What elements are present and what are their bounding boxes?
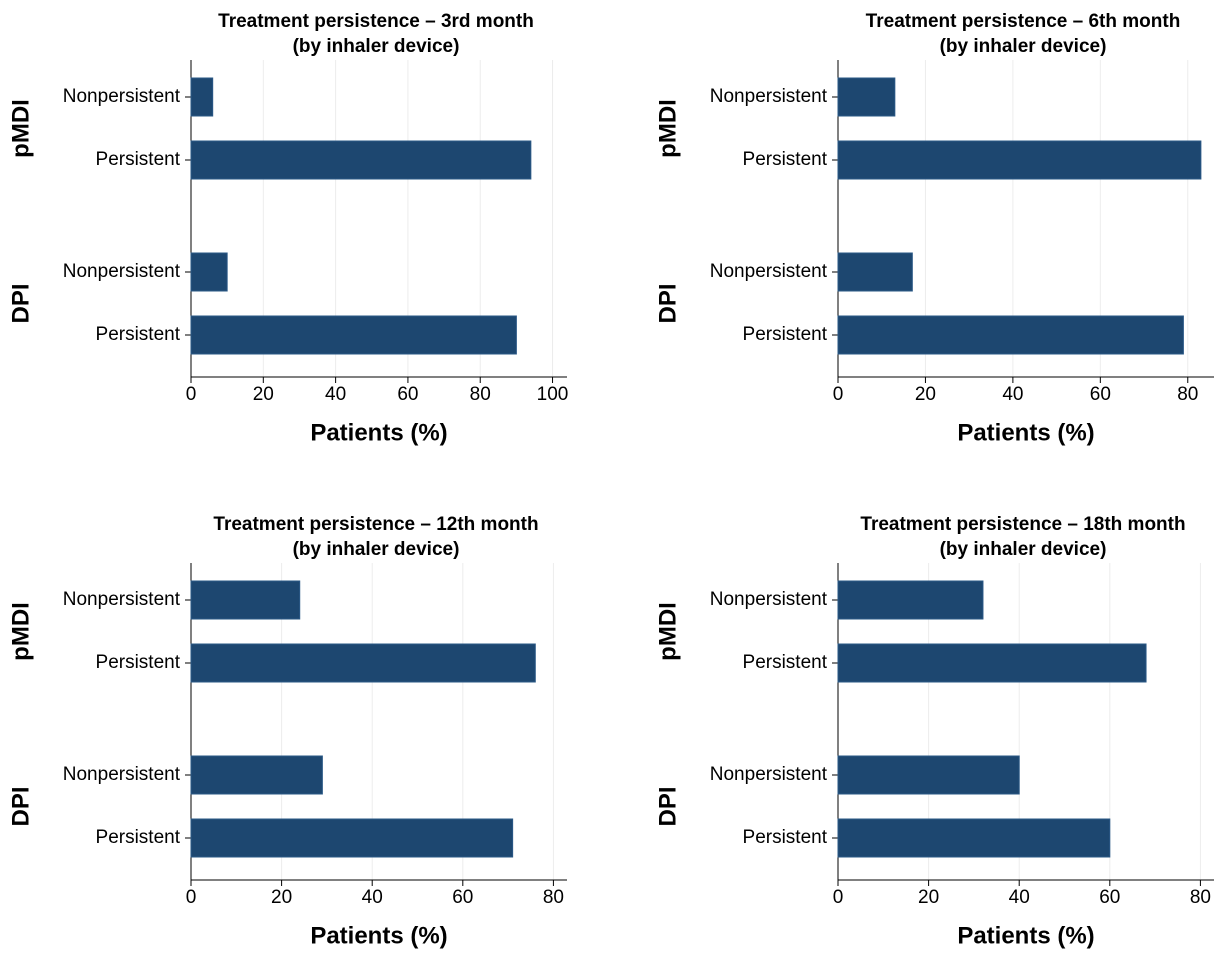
x-tick-label: 20 (253, 384, 274, 405)
y-tick-label: Nonpersistent (710, 589, 828, 610)
bar (190, 580, 301, 620)
chart-title: (by inhaler device) (940, 36, 1107, 57)
y-tick-label: Persistent (743, 827, 828, 848)
x-tick-label: 80 (470, 384, 491, 405)
bar (190, 252, 228, 292)
x-axis-title: Patients (%) (957, 922, 1094, 949)
bar (837, 580, 984, 620)
bar (837, 643, 1147, 683)
y-tick-label: Nonpersistent (63, 589, 181, 610)
y-tick-label: Nonpersistent (710, 86, 828, 107)
group-label: pMDI (654, 99, 681, 158)
x-tick-label: 20 (918, 887, 939, 908)
bar (190, 315, 517, 355)
x-tick-label: 60 (452, 887, 473, 908)
x-tick-label: 0 (833, 887, 844, 908)
panel: Treatment persistence – 12th month (by in… (7, 514, 567, 949)
bar (837, 315, 1184, 355)
y-tick-label: Persistent (96, 827, 181, 848)
y-tick-label: Persistent (743, 149, 828, 170)
y-tick-label: Persistent (743, 652, 828, 673)
y-tick-label: Persistent (96, 149, 181, 170)
chart-title: (by inhaler device) (940, 539, 1107, 560)
x-tick-label: 60 (397, 384, 418, 405)
chart-title: (by inhaler device) (293, 539, 460, 560)
x-tick-label: 20 (915, 384, 936, 405)
x-tick-label: 80 (1177, 384, 1198, 405)
group-label: DPI (7, 786, 34, 826)
y-tick-label: Nonpersistent (63, 261, 181, 282)
y-tick-label: Nonpersistent (63, 86, 181, 107)
bar (190, 77, 214, 117)
x-tick-label: 80 (543, 887, 564, 908)
group-label: DPI (654, 283, 681, 323)
y-tick-label: Nonpersistent (710, 764, 828, 785)
bar (190, 818, 514, 858)
x-tick-label: 0 (186, 384, 197, 405)
bar (190, 755, 323, 795)
chart-title: Treatment persistence – 3rd month (218, 11, 534, 32)
x-tick-label: 100 (537, 384, 569, 405)
chart-title: Treatment persistence – 12th month (213, 514, 538, 535)
group-label: DPI (7, 283, 34, 323)
group-label: pMDI (7, 99, 34, 158)
panel: Treatment persistence – 18th month (by in… (654, 514, 1214, 949)
group-label: pMDI (7, 602, 34, 661)
bar (837, 818, 1111, 858)
x-tick-label: 60 (1099, 887, 1120, 908)
x-axis-title: Patients (%) (957, 419, 1094, 446)
chart-title: (by inhaler device) (293, 36, 460, 57)
group-label: pMDI (654, 602, 681, 661)
bar (190, 140, 532, 180)
group-label: DPI (654, 786, 681, 826)
x-tick-label: 40 (325, 384, 346, 405)
chart-title: Treatment persistence – 6th month (866, 11, 1181, 32)
y-tick-label: Nonpersistent (63, 764, 181, 785)
bar (837, 252, 913, 292)
bar (837, 77, 896, 117)
y-tick-label: Persistent (743, 324, 828, 345)
y-tick-label: Nonpersistent (710, 261, 828, 282)
panel: Treatment persistence – 6th month (by inh… (654, 11, 1214, 446)
x-axis-title: Patients (%) (310, 922, 447, 949)
x-tick-label: 40 (1009, 887, 1030, 908)
x-axis-title: Patients (%) (310, 419, 447, 446)
panel: Treatment persistence – 3rd month (by inh… (7, 11, 568, 446)
x-tick-label: 40 (362, 887, 383, 908)
x-tick-label: 0 (833, 384, 844, 405)
bar (837, 140, 1202, 180)
x-tick-label: 20 (271, 887, 292, 908)
x-tick-label: 0 (186, 887, 197, 908)
chart-title: Treatment persistence – 18th month (860, 514, 1185, 535)
y-tick-label: Persistent (96, 652, 181, 673)
x-tick-label: 80 (1190, 887, 1211, 908)
x-tick-label: 60 (1090, 384, 1111, 405)
x-tick-label: 40 (1002, 384, 1023, 405)
bar (837, 755, 1020, 795)
y-tick-label: Persistent (96, 324, 181, 345)
bar (190, 643, 536, 683)
